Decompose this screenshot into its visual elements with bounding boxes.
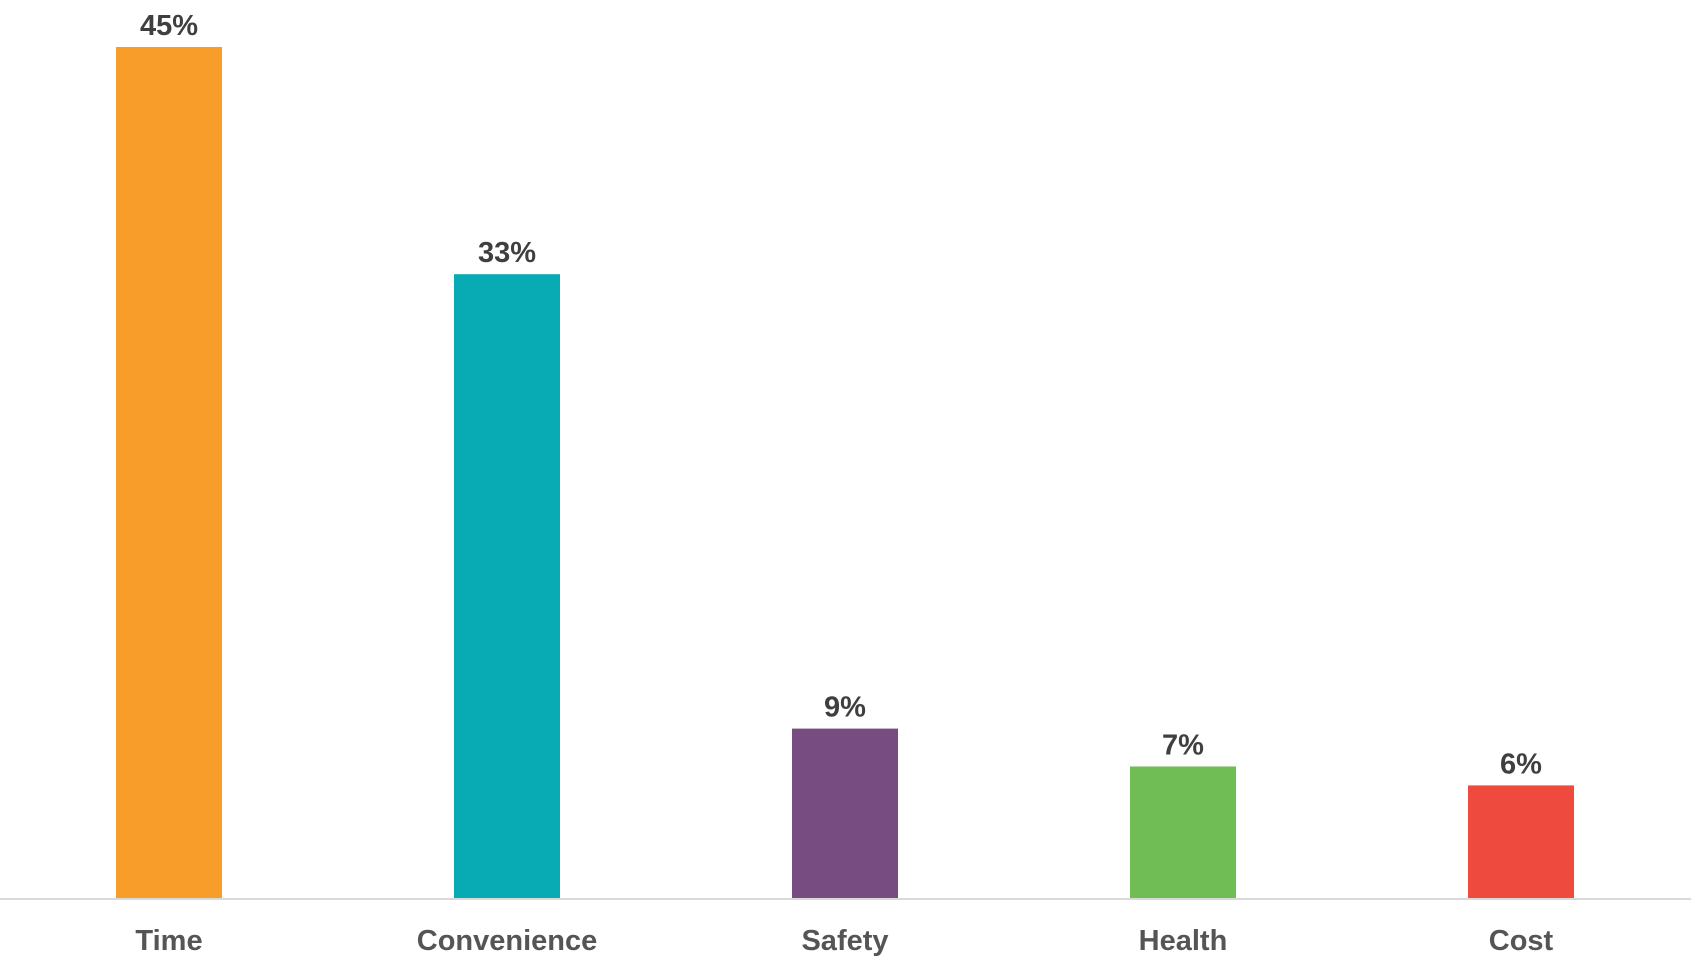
bar-time [116,47,222,899]
data-label-time: 45% [140,10,198,42]
x-tick-label-time: Time [135,925,202,957]
data-label-health: 7% [1162,729,1204,761]
data-label-safety: 9% [824,692,866,724]
bar-health [1130,766,1236,899]
data-label-convenience: 33% [478,237,536,269]
bar-convenience [454,274,560,899]
x-tick-label-safety: Safety [801,925,888,957]
x-tick-labels-layer: Time Convenience Safety Health Cost [135,925,1553,957]
x-tick-label-cost: Cost [1489,925,1554,957]
data-labels-layer: 45% 33% 9% 7% 6% [140,10,1542,780]
x-tick-label-health: Health [1139,925,1228,957]
bars-layer [116,47,1574,899]
data-label-cost: 6% [1500,748,1542,780]
bar-cost [1468,785,1574,899]
bar-safety [792,728,898,899]
x-tick-label-convenience: Convenience [417,925,598,957]
